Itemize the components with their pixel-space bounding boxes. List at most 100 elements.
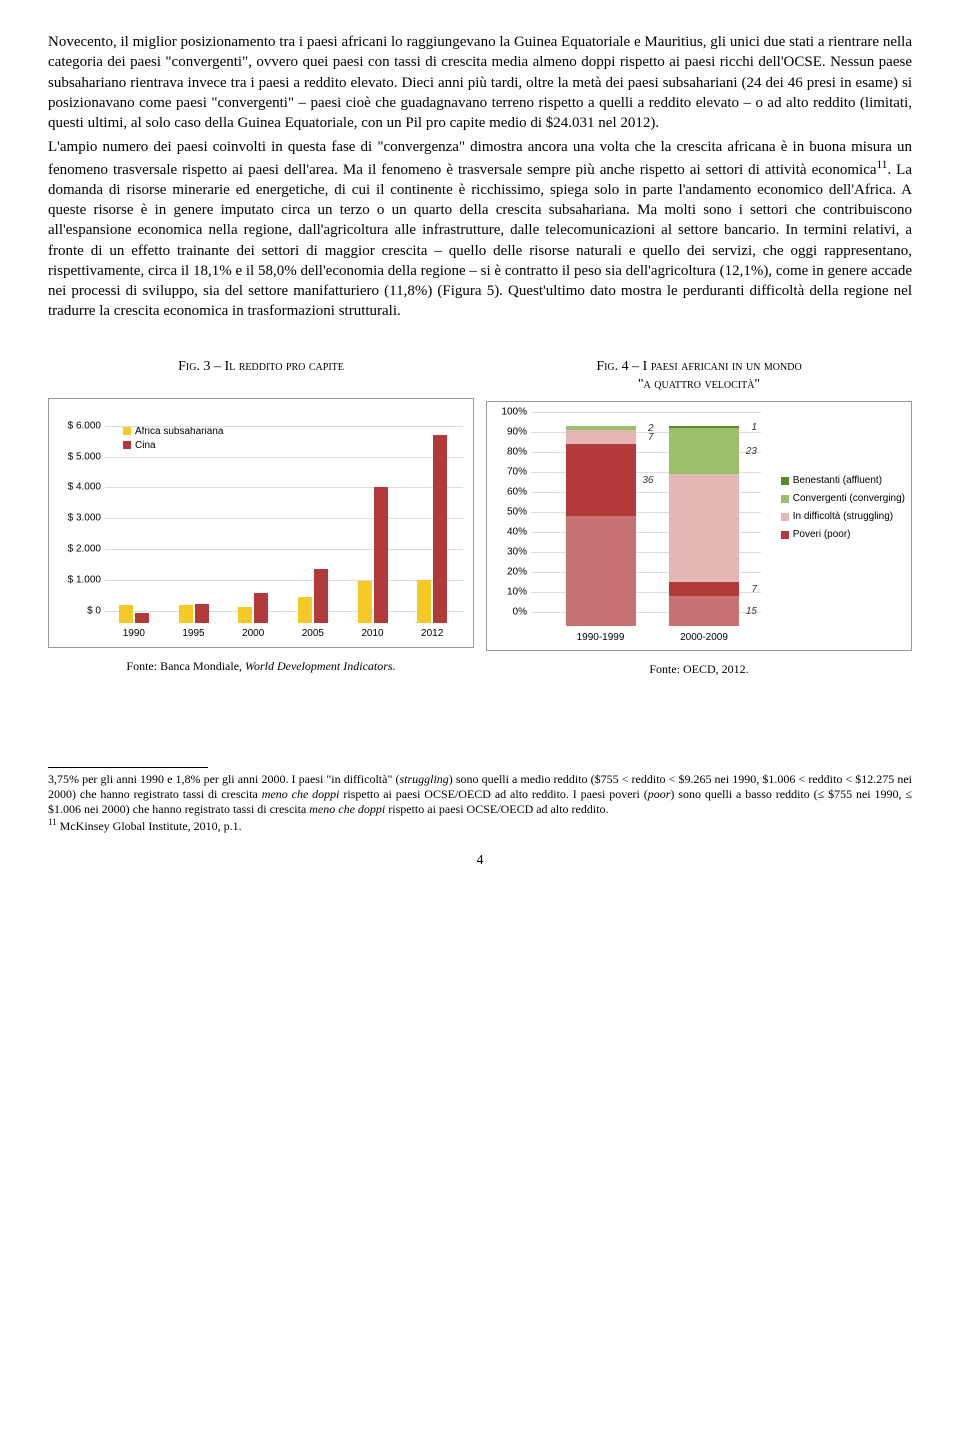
x-axis-label: 2000-2009 [644,631,764,645]
fig3-block: Fig. 3 – Il reddito pro capite Africa su… [48,358,474,678]
gridline [105,426,463,427]
y-axis-label: 50% [491,506,527,520]
y-axis-label: 20% [491,566,527,580]
y-axis-label: 80% [491,446,527,460]
p2-part-b: . La domanda di risorse minerarie ed ene… [48,162,912,320]
fig4-title-a: Fig. 4 – I paesi africani in un mondo [596,359,801,374]
figures-row: Fig. 3 – Il reddito pro capite Africa su… [48,358,912,678]
stack-segment: 36 [566,444,636,516]
gridline [105,518,463,519]
bar-africa [119,605,133,622]
fig4-title-b: "a quattro velocità" [638,377,760,392]
legend-item: Convergenti (converging) [781,490,905,508]
legend-item: Benestanti (affluent) [781,472,905,490]
bar-africa [238,607,252,623]
y-axis-label: $ 2.000 [53,542,101,556]
p2-part-a: L'ampio numero dei paesi coinvolti in qu… [48,139,912,177]
fn-c5: rispetto ai paesi OCSE/OECD ad alto redd… [385,802,608,816]
legend-label: Convergenti (converging) [793,493,905,504]
gridline [105,549,463,550]
stacked-bar: 36721990-1999 [566,426,636,626]
gridline [105,611,463,612]
stack-segment: 7 [566,430,636,444]
gridline [531,412,761,413]
stacked-bar: 1572312000-2009 [669,426,739,626]
fn-meno2: meno che doppi [309,802,385,816]
segment-value-label: 2 [648,422,654,436]
stack-segment: 23 [669,428,739,474]
bar-group: 2010 [358,487,388,622]
y-axis-label: 60% [491,486,527,500]
stack-segment: 2 [566,426,636,430]
fn-meno: meno che doppi [262,787,340,801]
bar-group: 1990 [119,605,149,622]
x-axis-label: 1990 [119,627,149,641]
fig4-title: Fig. 4 – I paesi africani in un mondo "a… [596,358,801,396]
y-axis-label: $ 0 [53,604,101,618]
legend-label: Benestanti (affluent) [793,475,882,486]
legend-item: In difficoltà (struggling) [781,508,905,526]
fig4-block: Fig. 4 – I paesi africani in un mondo "a… [486,358,912,678]
legend-label: In difficoltà (struggling) [793,511,893,522]
x-axis-label: 2000 [238,627,268,641]
fig4-chart: 100%90%80%70%60%50%40%30%20%10%0%3672199… [486,401,912,651]
fig3-plot-area: $ 6.000$ 5.000$ 4.000$ 3.000$ 2.000$ 1.0… [105,411,463,623]
y-axis-label: 40% [491,526,527,540]
fn11-text: McKinsey Global Institute, 2010, p.1. [57,819,242,833]
stack-segment: 1 [669,426,739,428]
y-axis-label: $ 5.000 [53,450,101,464]
y-axis-label: $ 1.000 [53,573,101,587]
legend-swatch [781,495,789,503]
gridline [105,487,463,488]
x-axis-label: 2012 [417,627,447,641]
x-axis-label: 2010 [358,627,388,641]
legend-label: Poveri (poor) [793,529,851,540]
stack-segment [566,516,636,626]
stack-segment: 7 [669,582,739,596]
fn-c3: rispetto ai paesi OCSE/OECD ad alto redd… [339,787,647,801]
y-axis-label: $ 4.000 [53,481,101,495]
stack-segment: 15 [669,596,739,626]
bar-group: 2005 [298,569,328,623]
y-axis-label: 10% [491,586,527,600]
bar-group: 2000 [238,593,268,622]
bar-group: 1995 [179,604,209,622]
bar-cina [195,604,209,622]
gridline [105,580,463,581]
fig3-title: Fig. 3 – Il reddito pro capite [178,358,344,392]
bar-africa [358,581,372,623]
x-axis-label: 1990-1999 [541,631,661,645]
y-axis-label: 0% [491,606,527,620]
bar-cina [433,435,447,623]
bar-cina [135,613,149,623]
y-axis-label: 90% [491,426,527,440]
y-axis-label: 30% [491,546,527,560]
segment-value-label: 23 [746,445,757,459]
footnote-continuation: 3,75% per gli anni 1990 e 1,8% per gli a… [48,772,912,817]
bar-cina [314,569,328,623]
segment-value-label: 7 [751,583,757,597]
legend-swatch [781,477,789,485]
segment-value-label: 1 [751,421,757,435]
stack-segment [669,474,739,582]
bar-cina [374,487,388,622]
segment-value-label: 15 [746,605,757,619]
y-axis-label: 70% [491,466,527,480]
bar-africa [179,605,193,622]
footnote-rule [48,767,208,768]
fn-c1: 3,75% per gli anni 1990 e 1,8% per gli a… [48,772,399,786]
fig3-source-b: World Development Indicators. [245,659,396,673]
y-axis-label: $ 6.000 [53,419,101,433]
x-axis-label: 1995 [179,627,209,641]
legend-swatch [781,531,789,539]
fig4-legend: Benestanti (affluent) Convergenti (conver… [781,472,905,544]
fn-struggling: struggling [399,772,448,786]
fig3-chart: Africa subsaharianaCina $ 6.000$ 5.000$ … [48,398,474,648]
gridline [105,457,463,458]
body-paragraph-2: L'ampio numero dei paesi coinvolti in qu… [48,137,912,321]
y-axis-label: $ 3.000 [53,511,101,525]
fig4-plot-area: 100%90%80%70%60%50%40%30%20%10%0%3672199… [531,412,761,626]
segment-value-label: 36 [642,474,653,488]
fn11-num: 11 [48,817,57,827]
bar-cina [254,593,268,622]
